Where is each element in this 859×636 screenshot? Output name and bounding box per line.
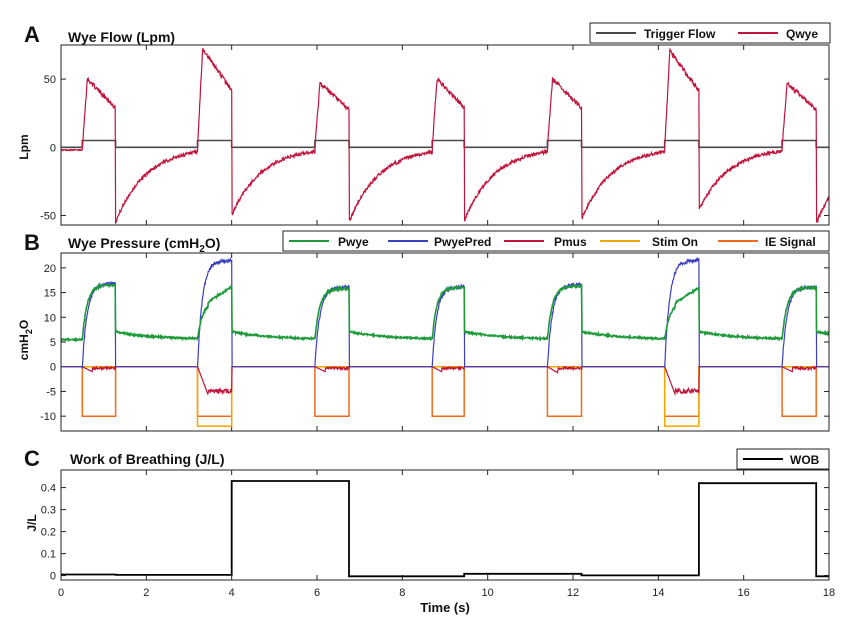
- panel-b-title: Wye Pressure (cmH2O): [68, 235, 220, 255]
- x-tick-label: 14: [652, 587, 664, 599]
- y-tick-label: -5: [46, 386, 56, 398]
- panel-c-title: Work of Breathing (J/L): [70, 451, 225, 467]
- legend-label-trigger-flow: Trigger Flow: [644, 27, 716, 41]
- panel-b-title-sub: 2: [199, 244, 205, 255]
- series-qwye: [60, 48, 830, 224]
- panel-letter-a: A: [24, 22, 40, 47]
- y-tick-label: 50: [44, 74, 56, 86]
- panel-c-legend: WOB: [736, 448, 830, 470]
- y-tick-label: 0: [50, 142, 56, 154]
- y-tick-label: 15: [44, 288, 56, 300]
- y-tick-label: 0: [50, 571, 56, 583]
- panel-b-ylabel-end: O: [17, 320, 31, 329]
- y-tick-label: 10: [44, 312, 56, 324]
- panel-b-ylabel-main: cmH: [17, 334, 31, 360]
- panel-b-frame: [60, 252, 830, 432]
- panel-letter-c: C: [24, 446, 40, 471]
- legend-label-wob: WOB: [790, 453, 820, 467]
- panel-b: B Wye Pressure (cmH2O) cmH2O -10-5051015…: [17, 230, 830, 432]
- y-tick-label: 0.1: [41, 549, 56, 561]
- panel-b-series: [60, 256, 830, 427]
- legend-label-stim-on: Stim On: [652, 235, 698, 249]
- panel-letter-b: B: [24, 230, 40, 255]
- panel-a: A Wye Flow (Lpm) Lpm -50 0 50 Trigger Flow…: [17, 22, 831, 226]
- panel-b-ylabel: cmH2O: [17, 320, 34, 360]
- panel-a-axes: -50 0 50: [40, 45, 830, 225]
- x-tick-label: 10: [482, 587, 494, 599]
- x-tick-label: 4: [229, 587, 235, 599]
- panel-b-title-main: Wye Pressure (cmH: [68, 235, 199, 251]
- panel-a-title: Wye Flow (Lpm): [68, 29, 175, 45]
- x-tick-label: 8: [399, 587, 405, 599]
- series-wob: [61, 480, 829, 578]
- y-tick-label: 0.3: [41, 505, 56, 517]
- x-axis-label: Time (s): [420, 600, 470, 615]
- panel-c-frame: [60, 469, 830, 581]
- y-tick-label: 0: [50, 362, 56, 374]
- panel-c-series: [61, 480, 829, 578]
- series-pwye: [60, 281, 830, 343]
- series-stim-on: [61, 365, 829, 427]
- panel-b-legend-box: [282, 230, 830, 252]
- legend-label-qwye: Qwye: [786, 27, 818, 41]
- x-tick-label: 12: [567, 587, 579, 599]
- panel-b-ylabel-sub: 2: [24, 329, 34, 334]
- y-tick-label: 20: [44, 263, 56, 275]
- legend-label-pwyepred: PwyePred: [434, 235, 491, 249]
- x-tick-label: 0: [58, 587, 64, 599]
- x-tick-label: 2: [143, 587, 149, 599]
- panel-a-legend: Trigger Flow Qwye: [589, 22, 831, 44]
- series-trigger-flow: [61, 139, 829, 149]
- series-pwyepred: [61, 256, 829, 369]
- panel-a-series: [60, 48, 830, 224]
- panel-a-frame: [60, 44, 830, 226]
- panel-c: C Work of Breathing (J/L) J/L 0 0.1 0.2 0.3…: [24, 446, 835, 615]
- legend-label-pmus: Pmus: [554, 235, 587, 249]
- series-ie-signal: [61, 365, 829, 417]
- panel-a-legend-box: [589, 22, 831, 44]
- y-tick-label: 0.2: [41, 527, 56, 539]
- series-pmus: [61, 364, 829, 397]
- panel-b-title-end: O): [205, 235, 221, 251]
- legend-label-ie-signal: IE Signal: [765, 235, 816, 249]
- x-tick-label: 16: [738, 587, 750, 599]
- y-tick-label: 5: [50, 337, 56, 349]
- y-tick-label: -10: [40, 411, 56, 423]
- panel-c-ylabel: J/L: [25, 514, 39, 531]
- panel-a-ylabel: Lpm: [17, 134, 31, 159]
- x-tick-label: 18: [823, 587, 835, 599]
- legend-label-pwye: Pwye: [338, 235, 369, 249]
- x-tick-label: 6: [314, 587, 320, 599]
- y-tick-label: -50: [40, 210, 56, 222]
- y-tick-label: 0.4: [41, 483, 56, 495]
- panel-b-legend: Pwye PwyePred Pmus Stim On IE Signal: [282, 230, 830, 252]
